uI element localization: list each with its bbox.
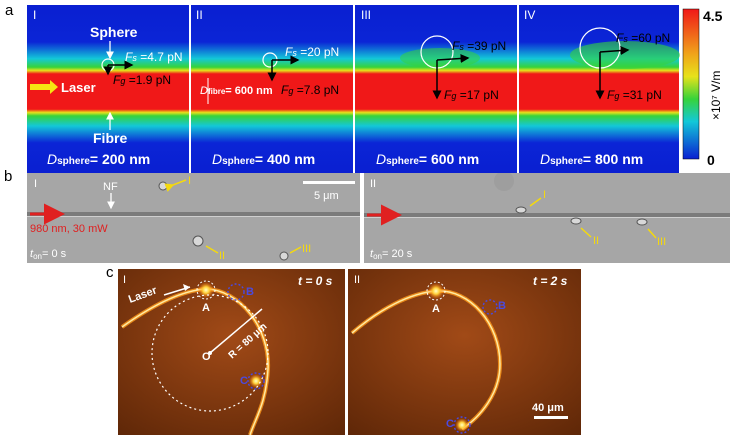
- panel-a-simulation: I Sphere Fs =4.7 pN Fg =1.9 pN Laser Fib…: [27, 5, 723, 173]
- d-sphere-iv: = 800 nm: [583, 151, 643, 167]
- panel-a-ii-roman: II: [196, 8, 203, 22]
- fg-iv: =31 pN: [623, 88, 662, 102]
- svg-text:Fg =17 pN: Fg =17 pN: [444, 88, 499, 102]
- d-sphere-ii: = 400 nm: [255, 151, 315, 167]
- panel-c-i-roman: I: [123, 274, 126, 286]
- panel-c-ii-roman: II: [354, 274, 360, 286]
- svg-text:ton= 0 s: ton= 0 s: [30, 248, 67, 261]
- svg-text:Fg =1.9 pN: Fg =1.9 pN: [113, 73, 171, 87]
- svg-text:ton= 20 s: ton= 20 s: [370, 248, 413, 261]
- laser-label: Laser: [61, 80, 96, 95]
- svg-text:II: II: [593, 235, 599, 247]
- fs-iv: =60 pN: [631, 31, 670, 45]
- panel-b-ii-roman: II: [370, 178, 376, 190]
- svg-text:Dsphere= 400 nm: Dsphere= 400 nm: [212, 151, 315, 167]
- laser-spec: 980 nm, 30 mW: [30, 223, 108, 235]
- panel-b-micrograph: I NF 980 nm, 30 mW ton= 0 s I II III 5 μ…: [27, 173, 730, 263]
- panel-c-label: c: [106, 264, 114, 281]
- panel-a-ii-field: [191, 5, 353, 173]
- panel-a-iii-field: [355, 5, 517, 173]
- point-a-left: A: [202, 302, 210, 314]
- panel-b-i-roman: I: [34, 178, 37, 190]
- scale-label-c: 40 μm: [532, 402, 564, 414]
- fs-ii: =20 pN: [300, 45, 339, 59]
- panel-a-i-roman: I: [33, 8, 36, 22]
- svg-text:Dsphere= 600 nm: Dsphere= 600 nm: [376, 151, 479, 167]
- panel-b-label: b: [4, 168, 13, 185]
- svg-text:I: I: [543, 189, 546, 201]
- svg-text:Fs =60 pN: Fs =60 pN: [616, 31, 670, 45]
- d-fibre: = 600 nm: [225, 85, 273, 97]
- panel-c-micrograph: I t = 0 s Laser A B C O R = 80 μm II t =…: [118, 269, 581, 435]
- svg-text:Fs =20 pN: Fs =20 pN: [285, 45, 339, 59]
- svg-text:Fg =7.8 pN: Fg =7.8 pN: [281, 83, 339, 97]
- scale-bar-b: [303, 181, 355, 184]
- time-c-ii: t = 2 s: [533, 274, 568, 288]
- svg-text:Dfibre= 600 nm: Dfibre= 600 nm: [200, 85, 273, 97]
- fs-i: =4.7 pN: [140, 50, 182, 64]
- time-b-i: = 0 s: [42, 248, 67, 260]
- trajectory-circle: [151, 294, 269, 412]
- scale-label-b: 5 μm: [314, 190, 339, 202]
- svg-text:III: III: [657, 236, 666, 248]
- d-sphere-i: = 200 nm: [90, 151, 150, 167]
- panel-a-iv-field: [519, 5, 679, 173]
- point-c-left: C: [240, 375, 248, 387]
- scale-bar-c: [534, 416, 568, 419]
- svg-text:I: I: [188, 175, 191, 187]
- time-b-ii: = 20 s: [382, 248, 413, 260]
- colorbar-min: 0: [707, 152, 715, 168]
- svg-text:Dsphere= 800 nm: Dsphere= 800 nm: [540, 151, 643, 167]
- point-c-right: C: [446, 418, 454, 430]
- sphere-label: Sphere: [90, 24, 138, 40]
- point-a-right: A: [432, 303, 440, 315]
- fg-ii: =7.8 pN: [297, 83, 339, 97]
- laser-arrow-icon: [30, 80, 58, 94]
- point-b-left: B: [246, 286, 254, 298]
- colorbar: [682, 8, 700, 160]
- panel-a-iv-roman: IV: [524, 8, 535, 22]
- panel-a-label: a: [5, 2, 14, 19]
- fg-i: =1.9 pN: [129, 73, 171, 87]
- svg-text:Fs =39 pN: Fs =39 pN: [452, 39, 506, 53]
- time-c-i: t = 0 s: [298, 274, 333, 288]
- colorbar-max: 4.5: [703, 8, 723, 24]
- panel-a-iii-roman: III: [361, 8, 371, 22]
- svg-text:Dsphere= 200 nm: Dsphere= 200 nm: [47, 151, 150, 167]
- svg-text:Fg =31 pN: Fg =31 pN: [607, 88, 662, 102]
- svg-text:III: III: [302, 243, 311, 255]
- colorbar-unit: ×10⁷ V/m: [709, 71, 723, 120]
- point-b-right: B: [498, 300, 506, 312]
- d-sphere-iii: = 600 nm: [419, 151, 479, 167]
- svg-text:Fs =4.7 pN: Fs =4.7 pN: [125, 50, 183, 64]
- fibre-label: Fibre: [93, 130, 127, 146]
- svg-text:II: II: [219, 250, 225, 262]
- fg-iii: =17 pN: [460, 88, 499, 102]
- nf-label: NF: [103, 181, 118, 193]
- fs-iii: =39 pN: [467, 39, 506, 53]
- point-o: O: [202, 351, 211, 363]
